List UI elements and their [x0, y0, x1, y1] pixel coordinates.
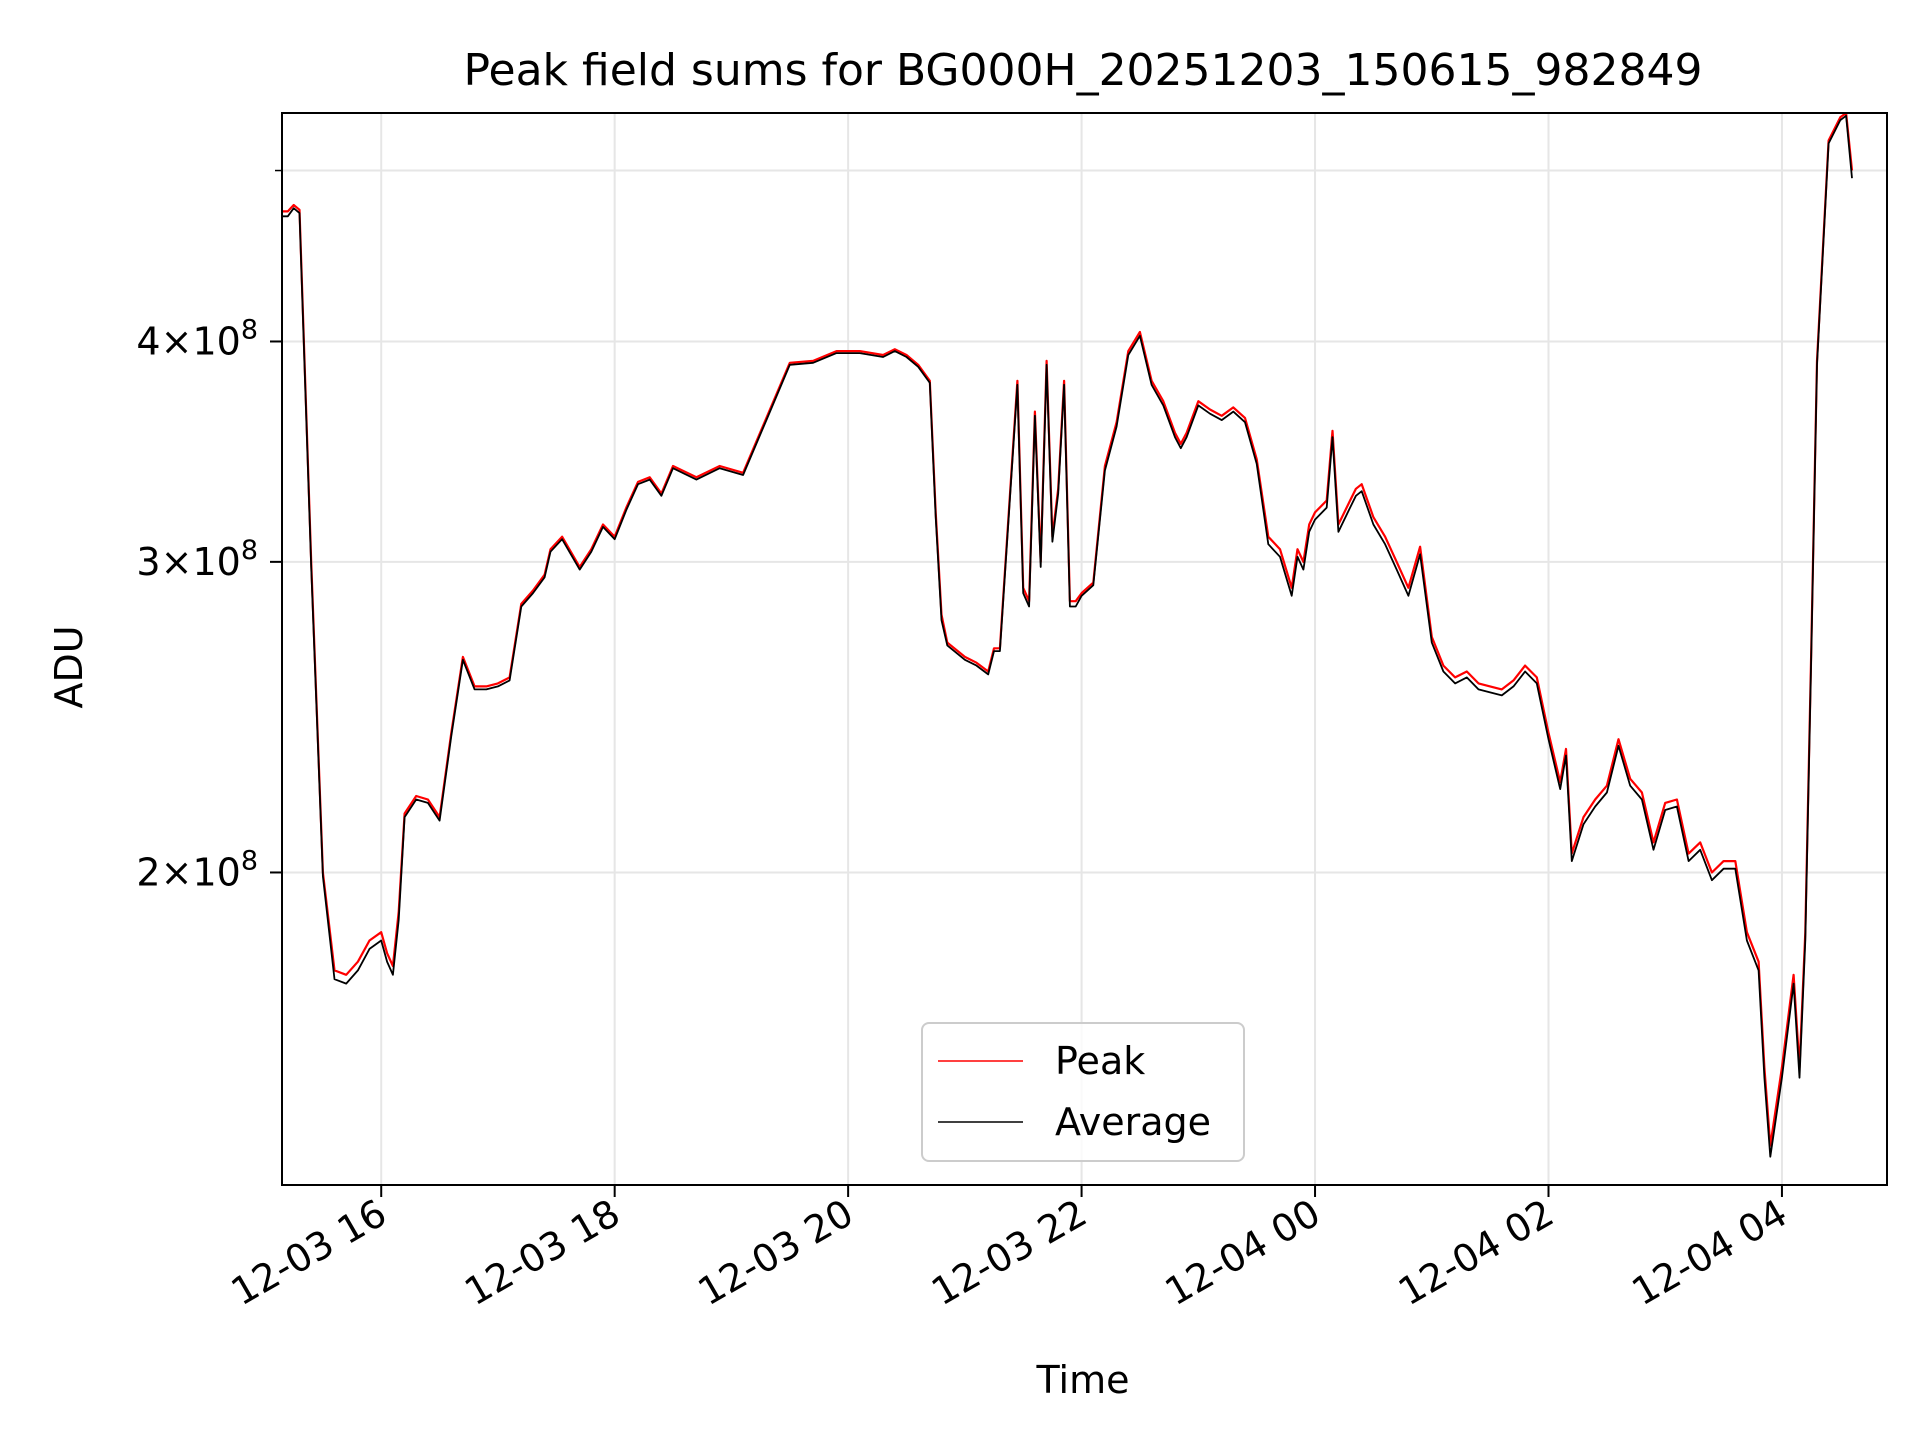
grid: [282, 113, 1887, 1185]
y-axis-label: ADU: [47, 625, 91, 708]
y-tick-times: ×10: [161, 850, 241, 894]
y-tick-label: 2×108: [136, 845, 258, 894]
legend-box: [921, 1022, 1245, 1162]
y-tick-exponent: 8: [241, 845, 258, 876]
y-tick-label: 4×108: [136, 314, 258, 363]
legend: Peak Average: [921, 1022, 1245, 1162]
y-tick-exponent: 8: [241, 535, 258, 566]
y-tick-times: ×10: [161, 540, 241, 584]
chart-title: Peak field sums for BG000H_20251203_1506…: [464, 45, 1703, 96]
y-tick-times: ×10: [161, 319, 241, 363]
legend-label-average: Average: [1055, 1100, 1211, 1144]
series-line-average: [282, 114, 1853, 1158]
y-tick-mantissa: 4: [136, 319, 160, 363]
y-tick-exponent: 8: [241, 314, 258, 345]
legend-label-peak: Peak: [1055, 1039, 1145, 1083]
series-lines: [282, 113, 1854, 1158]
plot-frame: [281, 112, 1888, 1186]
x-axis-label: Time: [1036, 1358, 1130, 1402]
y-tick-mantissa: 2: [136, 850, 160, 894]
y-tick-mantissa: 3: [136, 540, 160, 584]
y-tick-label: 3×108: [136, 535, 258, 584]
plot-area: [282, 113, 1887, 1185]
